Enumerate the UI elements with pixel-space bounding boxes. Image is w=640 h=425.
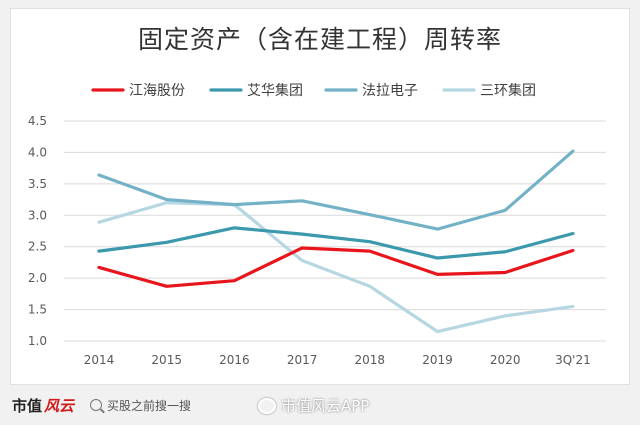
legend: 江海股份 艾华集团 法拉电子 三环集团 — [91, 82, 536, 99]
y-tick-label: 2.0 — [28, 271, 47, 285]
y-tick-label: 3.5 — [28, 177, 47, 191]
series-line — [97, 226, 575, 260]
x-tick-label: 2020 — [490, 353, 521, 367]
x-tick-label: 3Q'21 — [555, 353, 591, 367]
series-line — [97, 201, 575, 334]
legend-label: 江海股份 — [129, 83, 185, 99]
y-tick-label: 1.0 — [28, 334, 47, 348]
series-lines — [97, 149, 575, 334]
x-tick-label: 2019 — [422, 353, 453, 367]
search-prompt[interactable]: 买股之前搜一搜 — [90, 394, 191, 416]
x-tick-label: 2015 — [151, 353, 182, 367]
x-tick-label: 2017 — [287, 353, 318, 367]
search-icon — [90, 399, 102, 411]
y-tick-label: 4.0 — [28, 145, 47, 159]
weibo-watermark: 市值风云APP — [258, 395, 369, 416]
x-tick-label: 2016 — [219, 353, 250, 367]
legend-label: 三环集团 — [480, 82, 536, 99]
chart-card — [10, 8, 630, 385]
y-tick-label: 1.5 — [28, 303, 47, 317]
y-tick-label: 4.5 — [28, 114, 47, 128]
brand-logo: 市值 风云 — [12, 395, 74, 416]
search-prompt-text: 买股之前搜一搜 — [107, 398, 192, 413]
x-tick-label: 2018 — [355, 353, 386, 367]
series-line — [97, 246, 575, 288]
y-tick-label: 2.5 — [28, 240, 47, 254]
brand-logo-mark: 风云 — [44, 397, 75, 415]
footer-bar — [0, 388, 640, 425]
y-tick-label: 3.0 — [28, 208, 47, 222]
legend-label: 艾华集团 — [247, 82, 303, 99]
axis-labels: 1.0 1.5 2.0 2.5 3.0 3.5 4.0 4.5 2014 2015 2016 2017… — [28, 114, 591, 367]
legend-label: 法拉电子 — [362, 83, 418, 99]
weibo-icon — [258, 397, 276, 414]
brand-logo-text: 市值 — [12, 397, 43, 415]
chart-title: 固定资产（含在建工程）周转率 — [137, 25, 502, 54]
weibo-watermark-text: 市值风云APP — [281, 397, 370, 415]
series-line — [97, 149, 575, 231]
gridlines — [64, 120, 606, 342]
x-tick-label: 2014 — [84, 353, 115, 367]
